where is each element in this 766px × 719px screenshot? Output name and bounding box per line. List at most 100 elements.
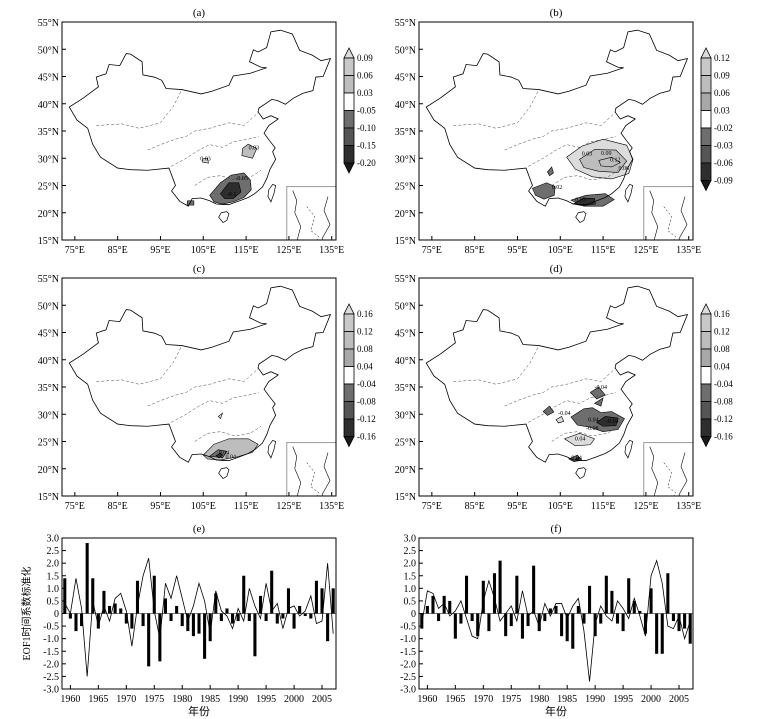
bar xyxy=(303,613,307,617)
x-tick-label: 2000 xyxy=(284,694,304,705)
y-axis-label: EOF1时间系数标准化 xyxy=(20,567,33,661)
colorbar-label: -0.03 xyxy=(714,141,733,151)
inset-coastline xyxy=(649,446,659,496)
bar xyxy=(197,613,201,634)
bar xyxy=(236,613,240,622)
bar xyxy=(180,613,184,627)
colorbar-arrow-bottom xyxy=(700,436,712,448)
colorbar-label: -0.08 xyxy=(357,397,376,407)
colorbar-label: 0.04 xyxy=(714,362,730,372)
bar xyxy=(425,605,429,614)
bar xyxy=(113,603,117,614)
colorbar-segment xyxy=(700,145,712,164)
contour-label: -0.04 xyxy=(558,411,571,417)
x-tick-label: 1995 xyxy=(256,694,276,705)
colorbar-label: -0.06 xyxy=(714,158,733,168)
colorbar-segment xyxy=(700,331,712,350)
x-tick-label: 1985 xyxy=(200,694,220,705)
colorbar-arrow-top xyxy=(700,303,712,315)
lat-tick-label: 40°N xyxy=(395,100,416,111)
colorbar-segment xyxy=(343,383,355,402)
bar xyxy=(85,543,89,614)
bar xyxy=(258,595,263,614)
inset-coastline xyxy=(649,190,659,240)
lon-tick-label: 125°E xyxy=(633,501,658,512)
colorbar-segment xyxy=(700,110,712,129)
colorbar-label: 0.03 xyxy=(714,106,730,116)
bar xyxy=(264,613,268,622)
colorbar-label: -0.20 xyxy=(357,158,376,168)
lon-tick-label: 105°E xyxy=(548,245,573,256)
x-tick-label: 1960 xyxy=(60,694,80,705)
bar xyxy=(442,595,446,614)
x-tick-label: 1965 xyxy=(88,694,108,705)
province-boundary xyxy=(528,392,616,423)
x-axis-label: 年份 xyxy=(188,704,210,718)
inset-coastline xyxy=(321,196,331,240)
lat-tick-label: 30°N xyxy=(395,154,416,165)
bar xyxy=(242,575,246,614)
colorbar-segment xyxy=(343,110,355,129)
y-tick-label: 1.0 xyxy=(404,584,417,595)
colorbar-segment xyxy=(700,127,712,146)
inset-coastline xyxy=(292,190,302,240)
china-outline xyxy=(68,285,332,463)
lat-tick-label: 55°N xyxy=(38,18,59,29)
hainan-outline xyxy=(218,467,230,480)
lon-tick-label: 125°E xyxy=(633,245,658,256)
bar xyxy=(448,600,452,614)
y-tick-label: -3.0 xyxy=(43,685,59,696)
colorbar-segment xyxy=(343,401,355,420)
colorbar-label: -0.15 xyxy=(357,141,376,151)
colorbar-segment xyxy=(700,313,712,332)
contour-label: 0.04 xyxy=(575,436,586,442)
colorbar: 0.16 0.12 0.08 0.04 -0.04 -0.08 -0.12 -0.16 xyxy=(700,303,733,448)
colorbar-label: 0.03 xyxy=(357,88,373,98)
lat-tick-label: 20°N xyxy=(38,465,59,476)
map-area: -0.04-0.04-0.040.04-0.080.040.04 xyxy=(425,285,693,496)
lat-tick-label: 30°N xyxy=(38,154,59,165)
province-boundary xyxy=(147,367,260,407)
bar xyxy=(481,580,485,614)
x-tick-label: 1975 xyxy=(144,694,164,705)
timeseries-panel-2: (f) 3.02.5 2.01.5 1.00.5 0 -0.5-1.0 -1.5-2.0 -2… xyxy=(400,523,694,718)
anomaly-region xyxy=(217,412,224,420)
x-axis-label: 年份 xyxy=(545,704,567,718)
colorbar-label: 0.09 xyxy=(357,53,373,63)
province-boundary xyxy=(147,111,260,151)
south-china-sea-inset xyxy=(286,442,336,496)
bar xyxy=(688,613,692,644)
lat-tick-label: 55°N xyxy=(395,18,416,29)
colorbar-label: -0.02 xyxy=(714,123,733,133)
panel-label: (c) xyxy=(193,263,206,275)
colorbar-label: 0.16 xyxy=(357,309,373,319)
bar xyxy=(554,605,558,614)
bar xyxy=(560,613,564,637)
colorbar-arrow-bottom xyxy=(343,162,355,174)
colorbar-label: -0.10 xyxy=(357,123,376,133)
x-tick-label: 1990 xyxy=(228,694,248,705)
contour-label: 0.12 xyxy=(610,158,621,164)
bar xyxy=(515,575,519,614)
bar xyxy=(492,573,497,614)
bar xyxy=(453,613,457,639)
colorbar-segment xyxy=(700,92,712,111)
y-tick-label: -0.5 xyxy=(43,622,59,633)
lon-tick-label: 95°E xyxy=(150,245,170,256)
colorbar-segment xyxy=(700,57,712,76)
bar xyxy=(537,613,541,632)
bar xyxy=(119,608,123,614)
lat-tick-label: 45°N xyxy=(38,73,59,84)
x-tick-label: 2005 xyxy=(669,694,689,705)
bar xyxy=(671,613,675,622)
lat-tick-label: 35°N xyxy=(38,383,59,394)
colorbar-segment xyxy=(343,127,355,146)
colorbar: 0.16 0.12 0.08 0.04 -0.04 -0.08 -0.12 -0.16 xyxy=(343,303,376,448)
colorbar-segment xyxy=(343,366,355,385)
y-tick-label: 1.5 xyxy=(404,571,417,582)
anomaly-region xyxy=(532,182,556,200)
lat-tick-label: 40°N xyxy=(38,356,59,367)
lat-tick-label: 45°N xyxy=(395,73,416,84)
bar xyxy=(275,613,279,624)
bar xyxy=(576,605,580,614)
